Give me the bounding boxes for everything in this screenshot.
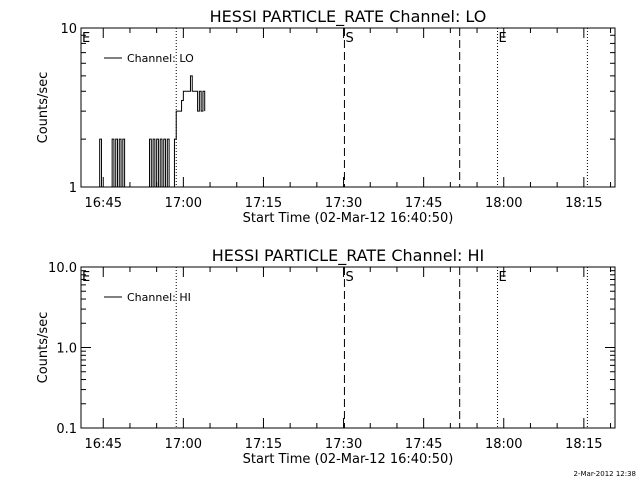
chart-title: HESSI PARTICLE_RATE Channel: LO bbox=[210, 7, 487, 27]
y-axis-label: Counts/sec bbox=[36, 72, 51, 144]
legend: Channel: HI bbox=[104, 291, 191, 304]
panel-hi: HESSI PARTICLE_RATE Channel: HI 16:45 17:0… bbox=[36, 246, 615, 467]
event-marker-label-E: E bbox=[82, 31, 90, 46]
series-line-Channel-LO bbox=[98, 76, 205, 187]
event-marker-label-E: E bbox=[499, 31, 507, 46]
event-marker-label-E: E bbox=[82, 270, 90, 285]
x-tick-label-17-00: 17:00 bbox=[165, 437, 202, 452]
legend-label: Channel: LO bbox=[127, 52, 194, 65]
x-tick-label-17-30: 17:30 bbox=[325, 437, 362, 452]
x-tick-label-18-15: 18:15 bbox=[565, 196, 602, 211]
x-axis-label: Start Time (02-Mar-12 16:40:50) bbox=[243, 211, 454, 226]
x-tick-label-16-45: 16:45 bbox=[85, 196, 122, 211]
legend: Channel: LO bbox=[104, 52, 194, 65]
x-tick-label-17-15: 17:15 bbox=[245, 437, 282, 452]
event-marker-label-S: S bbox=[345, 270, 353, 285]
panel-lo: HESSI PARTICLE_RATE Channel: LO 16:45 17:0… bbox=[36, 7, 615, 226]
event-marker-label-S: S bbox=[345, 31, 353, 46]
x-tick-label-18-00: 18:00 bbox=[485, 437, 522, 452]
x-tick-label-17-15: 17:15 bbox=[245, 196, 282, 211]
x-tick-label-17-30: 17:30 bbox=[325, 196, 362, 211]
x-tick-label-16-45: 16:45 bbox=[85, 437, 122, 452]
x-tick-label-18-15: 18:15 bbox=[565, 437, 602, 452]
y-tick-label-0-1: 0.1 bbox=[56, 422, 77, 437]
x-tick-label-17-45: 17:45 bbox=[405, 437, 442, 452]
x-axis-label: Start Time (02-Mar-12 16:40:50) bbox=[243, 452, 454, 467]
y-tick-label-10-0: 10.0 bbox=[48, 261, 77, 276]
x-tick-label-17-45: 17:45 bbox=[405, 196, 442, 211]
chart-title: HESSI PARTICLE_RATE Channel: HI bbox=[212, 246, 485, 266]
x-tick-label-18-00: 18:00 bbox=[485, 196, 522, 211]
y-tick-label-1: 1 bbox=[69, 181, 77, 196]
y-axis-label: Counts/sec bbox=[36, 312, 51, 384]
event-marker-label-E: E bbox=[499, 270, 507, 285]
legend-label: Channel: HI bbox=[127, 291, 191, 304]
y-tick-label-10: 10 bbox=[60, 22, 77, 37]
y-tick-label-1-0: 1.0 bbox=[56, 342, 77, 357]
x-tick-label-17-00: 17:00 bbox=[165, 196, 202, 211]
footer-timestamp: 2-Mar-2012 12:38 bbox=[574, 470, 636, 478]
